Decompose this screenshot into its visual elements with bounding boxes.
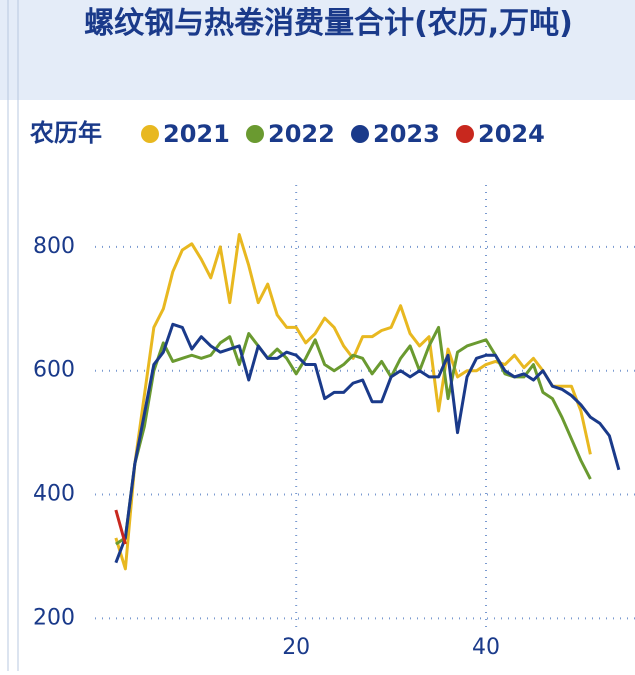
legend-swatch: [246, 125, 264, 143]
series-line: [114, 509, 127, 545]
legend-label: 2023: [373, 120, 440, 148]
legend-swatch: [351, 125, 369, 143]
legend-label: 2021: [163, 120, 230, 148]
legend-label: 2024: [478, 120, 545, 148]
legend-swatch: [141, 125, 159, 143]
legend-label: 2022: [268, 120, 335, 148]
x-tick-label: 20: [282, 635, 310, 660]
title-box: 螺纹钢与热卷消费量合计(农历,万吨): [84, 6, 573, 41]
legend-swatch: [456, 125, 474, 143]
title-band: [0, 0, 635, 100]
chart-title: 螺纹钢与热卷消费量合计(农历,万吨): [84, 6, 573, 41]
y-tick-label: 200: [33, 605, 75, 630]
y-tick-label: 600: [33, 358, 75, 383]
y-tick-label: 800: [33, 234, 75, 259]
series-line: [114, 322, 621, 564]
legend-title: 农历年: [29, 119, 102, 147]
series-line: [114, 233, 592, 571]
y-tick-label: 400: [33, 482, 75, 507]
x-tick-label: 40: [472, 635, 500, 660]
